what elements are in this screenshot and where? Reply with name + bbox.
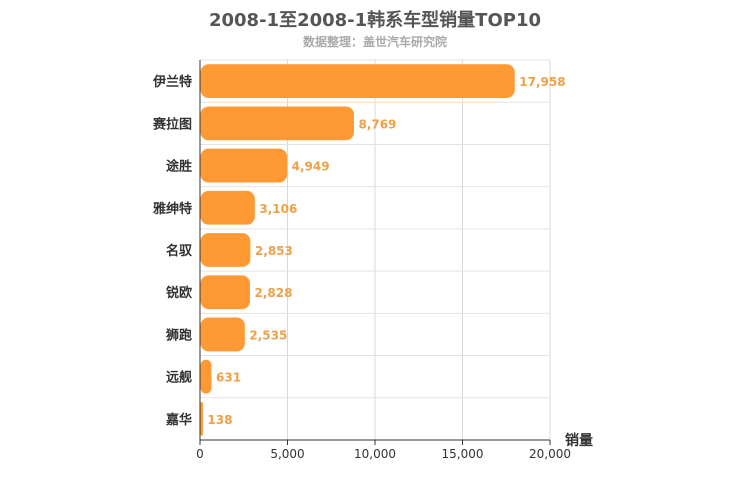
data-label: 8,769 (358, 117, 396, 131)
category-label: 途胜 (166, 159, 192, 175)
bar (200, 106, 354, 141)
category-label: 名驭 (166, 243, 193, 259)
x-tick-label: 0 (196, 447, 204, 461)
x-tick-label: 20,000 (529, 447, 571, 461)
bar (200, 64, 515, 98)
data-label: 2,535 (249, 328, 287, 342)
category-label: 赛拉图 (152, 116, 192, 132)
category-label: 远舰 (166, 370, 192, 386)
data-label: 4,949 (292, 160, 330, 174)
chart-subtitle: 数据整理：盖世汽车研究院 (302, 35, 447, 49)
bar (200, 359, 212, 394)
category-label: 伊兰特 (152, 74, 192, 90)
bar (200, 317, 245, 352)
chart-title: 2008-1至2008-1韩系车型销量TOP10 (208, 10, 541, 31)
category-label: 狮跑 (165, 327, 192, 343)
x-axis-title: 销量 (565, 432, 593, 449)
data-label: 631 (216, 371, 241, 385)
x-tick-label: 15,000 (442, 447, 484, 461)
data-label: 2,853 (255, 244, 293, 258)
x-tick-label: 5,000 (270, 447, 304, 461)
category-label: 锐欧 (166, 285, 192, 301)
bar (200, 190, 255, 225)
bars (200, 64, 515, 436)
data-label: 3,106 (259, 202, 297, 216)
data-label: 138 (207, 413, 232, 427)
bar (200, 402, 203, 436)
category-label: 雅绅特 (153, 201, 192, 217)
data-label: 2,828 (254, 286, 292, 300)
bar (200, 233, 251, 267)
labels: 伊兰特 17,958 赛拉图 8,769 途胜 4,949 雅绅特 3,106 名驭 2,853 锐… (152, 74, 566, 428)
x-tick-label: 10,000 (354, 447, 396, 461)
bar (200, 148, 288, 183)
bar (200, 275, 250, 310)
category-label: 嘉华 (165, 412, 192, 428)
data-label: 17,958 (519, 75, 565, 89)
